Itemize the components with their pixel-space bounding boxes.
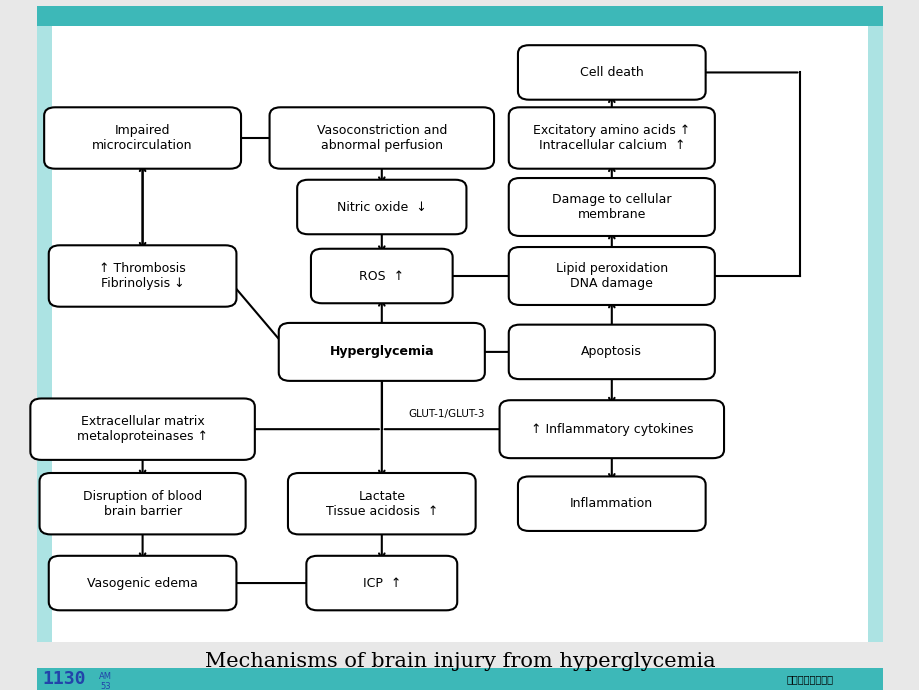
FancyBboxPatch shape (499, 400, 723, 458)
FancyBboxPatch shape (508, 178, 714, 236)
Text: ROS  ↑: ROS ↑ (358, 270, 404, 282)
Text: Vasoconstriction and
abnormal perfusion: Vasoconstriction and abnormal perfusion (316, 124, 447, 152)
FancyBboxPatch shape (37, 668, 882, 690)
FancyBboxPatch shape (37, 26, 51, 642)
FancyBboxPatch shape (37, 21, 882, 642)
Text: Inflammation: Inflammation (570, 497, 652, 510)
Text: GLUT-1/GLUT-3: GLUT-1/GLUT-3 (407, 409, 484, 419)
Text: Disruption of blood
brain barrier: Disruption of blood brain barrier (83, 490, 202, 518)
FancyBboxPatch shape (49, 246, 236, 306)
Text: Extracellular matrix
metaloproteinases ↑: Extracellular matrix metaloproteinases ↑ (77, 415, 208, 443)
FancyBboxPatch shape (508, 247, 714, 305)
FancyBboxPatch shape (868, 26, 882, 642)
FancyBboxPatch shape (49, 556, 236, 610)
FancyBboxPatch shape (306, 556, 457, 610)
FancyBboxPatch shape (508, 107, 714, 168)
FancyBboxPatch shape (44, 107, 241, 168)
Text: Excitatory amino acids ↑
Intracellular calcium  ↑: Excitatory amino acids ↑ Intracellular c… (533, 124, 689, 152)
Text: Hyperglycemia: Hyperglycemia (329, 346, 434, 358)
Text: Vasogenic edema: Vasogenic edema (87, 577, 198, 589)
FancyBboxPatch shape (278, 323, 484, 381)
Text: AM
53: AM 53 (99, 672, 112, 690)
Text: ↑ Thrombosis
Fibrinolysis ↓: ↑ Thrombosis Fibrinolysis ↓ (99, 262, 186, 290)
Text: ICP  ↑: ICP ↑ (362, 577, 401, 589)
Text: 1130: 1130 (42, 670, 86, 688)
Text: 南方医院神经内科: 南方医院神经内科 (785, 674, 833, 684)
Text: Impaired
microcirculation: Impaired microcirculation (92, 124, 193, 152)
Text: ↑ Inflammatory cytokines: ↑ Inflammatory cytokines (530, 423, 692, 435)
FancyBboxPatch shape (269, 107, 494, 168)
Text: Damage to cellular
membrane: Damage to cellular membrane (551, 193, 671, 221)
Text: Mechanisms of brain injury from hyperglycemia: Mechanisms of brain injury from hypergly… (204, 651, 715, 671)
FancyBboxPatch shape (37, 6, 882, 26)
Text: Cell death: Cell death (579, 66, 643, 79)
Text: Lactate
Tissue acidosis  ↑: Lactate Tissue acidosis ↑ (325, 490, 437, 518)
Text: Lipid peroxidation
DNA damage: Lipid peroxidation DNA damage (555, 262, 667, 290)
FancyBboxPatch shape (297, 180, 466, 235)
FancyBboxPatch shape (517, 46, 705, 99)
FancyBboxPatch shape (517, 476, 705, 531)
Text: Nitric oxide  ↓: Nitric oxide ↓ (336, 201, 426, 213)
FancyBboxPatch shape (288, 473, 475, 534)
FancyBboxPatch shape (311, 249, 452, 304)
FancyBboxPatch shape (40, 473, 245, 534)
FancyBboxPatch shape (30, 399, 255, 460)
Text: Apoptosis: Apoptosis (581, 346, 641, 358)
FancyBboxPatch shape (508, 325, 714, 380)
